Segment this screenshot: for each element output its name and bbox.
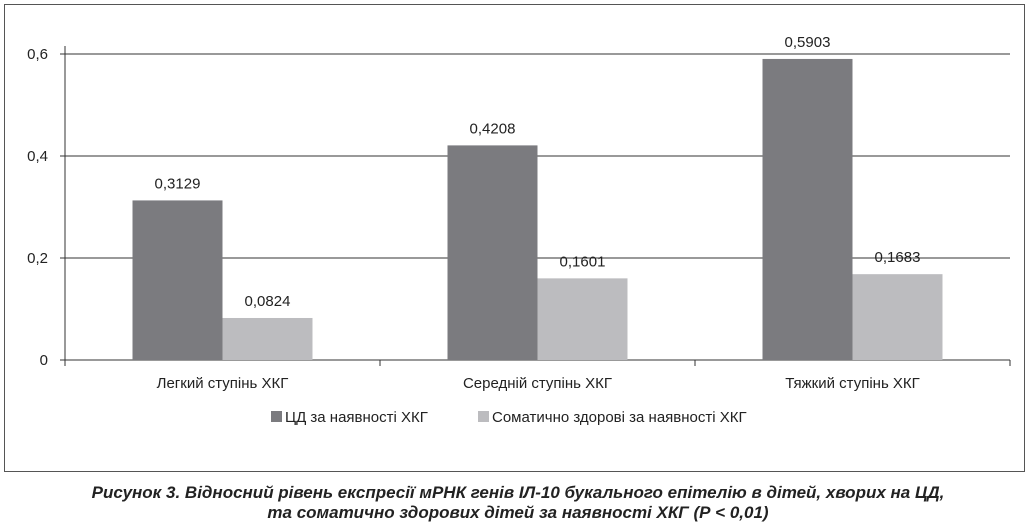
bar (762, 58, 853, 361)
x-tick-label: Легкий ступінь ХКГ (157, 375, 289, 392)
y-tick-label: 0,2 (27, 250, 48, 267)
data-label: 0,4208 (470, 120, 516, 137)
data-label: 0,5903 (785, 34, 831, 51)
legend-swatch (271, 411, 282, 422)
legend-swatch (478, 411, 489, 422)
caption-line-1: Рисунок 3. Відносний рівень експресії мР… (91, 483, 945, 502)
y-tick-label: 0 (40, 352, 48, 369)
y-tick-label: 0,4 (27, 148, 48, 165)
y-tick-label: 0,6 (27, 46, 48, 63)
bar (537, 278, 628, 360)
caption-line-2: та соматично здорових дітей за наявності… (267, 503, 769, 522)
bar-chart: 0 0,2 0,4 0,6 0,3129 0,0824 Легкий ступінь ХКГ… (27, 34, 1011, 426)
figure-caption: Рисунок 3. Відносний рівень експресії мР… (0, 483, 1036, 523)
x-tick-label: Середній ступінь ХКГ (463, 375, 612, 392)
data-label: 0,1601 (560, 253, 606, 270)
data-label: 0,1683 (875, 249, 921, 266)
data-label: 0,0824 (245, 293, 291, 310)
x-tick-label: Тяжкий ступінь ХКГ (785, 375, 920, 392)
bar (447, 145, 538, 360)
bar (222, 317, 313, 360)
legend-label: Соматично здорові за наявності ХКГ (492, 409, 747, 426)
bar (132, 200, 223, 360)
bar (852, 274, 943, 360)
legend-label: ЦД за наявності ХКГ (285, 409, 428, 426)
data-label: 0,3129 (155, 175, 201, 192)
